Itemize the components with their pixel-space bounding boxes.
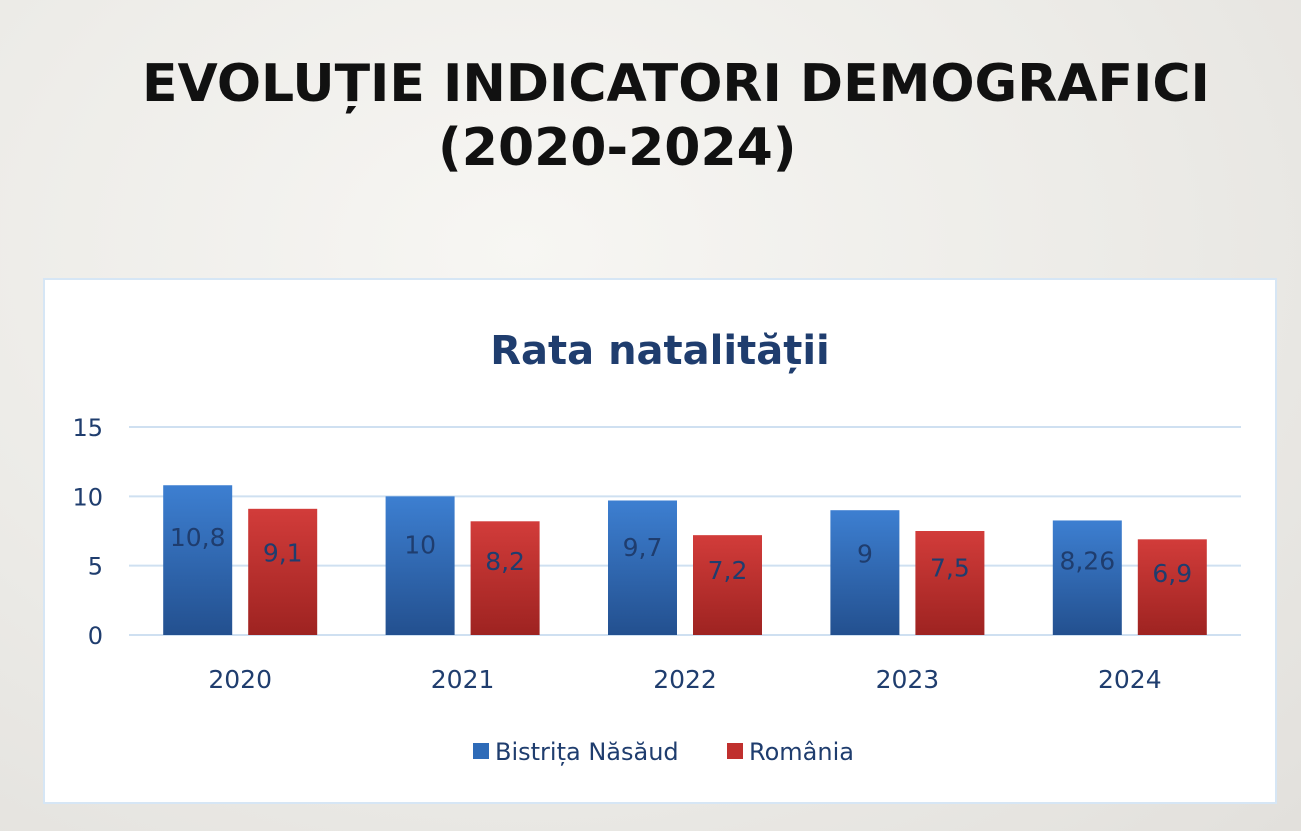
legend-label-romania: România xyxy=(749,738,854,766)
bar-bistrita-nasaud-2023 xyxy=(830,510,900,635)
data-label: 9 xyxy=(857,540,873,569)
data-label: 10 xyxy=(404,530,436,559)
bar-bistrita-nasaud-2024 xyxy=(1052,520,1122,635)
x-tick-label: 2024 xyxy=(1098,665,1162,694)
data-label: 9,1 xyxy=(263,539,303,568)
legend-swatch-bistrita-nasaud xyxy=(473,743,489,759)
bar-romania-2023 xyxy=(915,531,985,635)
data-label: 6,9 xyxy=(1152,559,1192,588)
data-label: 7,2 xyxy=(708,556,748,585)
x-tick-label: 2020 xyxy=(208,665,272,694)
x-tick-label: 2023 xyxy=(876,665,940,694)
y-tick-label: 10 xyxy=(72,483,103,511)
bar-romania-2020 xyxy=(248,508,318,635)
y-tick-label: 5 xyxy=(88,553,103,581)
y-tick-label: 0 xyxy=(88,622,103,650)
data-label: 8,26 xyxy=(1059,546,1115,575)
x-tick-label: 2021 xyxy=(431,665,495,694)
bar-romania-2021 xyxy=(470,521,540,635)
bar-romania-2022 xyxy=(693,535,762,635)
bar-romania-2024 xyxy=(1137,539,1207,635)
x-tick-label: 2022 xyxy=(653,665,717,694)
bar-bistrita-nasaud-2020 xyxy=(163,485,233,635)
slide-title-line-1: EVOLUȚIE INDICATORI DEMOGRAFICI xyxy=(142,54,1210,114)
data-label: 8,2 xyxy=(485,547,525,576)
y-tick-label: 15 xyxy=(72,414,103,442)
legend-label-bistrita-nasaud: Bistrița Năsăud xyxy=(495,738,679,766)
bar-bistrita-nasaud-2022 xyxy=(608,500,677,635)
legend-swatch-romania xyxy=(727,743,743,759)
slide-title-line-2: (2020-2024) xyxy=(438,118,797,178)
bar-bistrita-nasaud-2021 xyxy=(385,496,455,635)
chart-panel: Rata natalității 0 5 10 15 10,8 9,1 2020 10 8,2… xyxy=(43,278,1277,804)
data-label: 7,5 xyxy=(930,553,970,582)
data-label: 10,8 xyxy=(170,523,226,552)
chart-title: Rata natalității xyxy=(490,328,830,374)
birth-rate-chart: Rata natalității 0 5 10 15 10,8 9,1 2020 10 8,2… xyxy=(72,328,1241,766)
data-label: 9,7 xyxy=(623,533,663,562)
